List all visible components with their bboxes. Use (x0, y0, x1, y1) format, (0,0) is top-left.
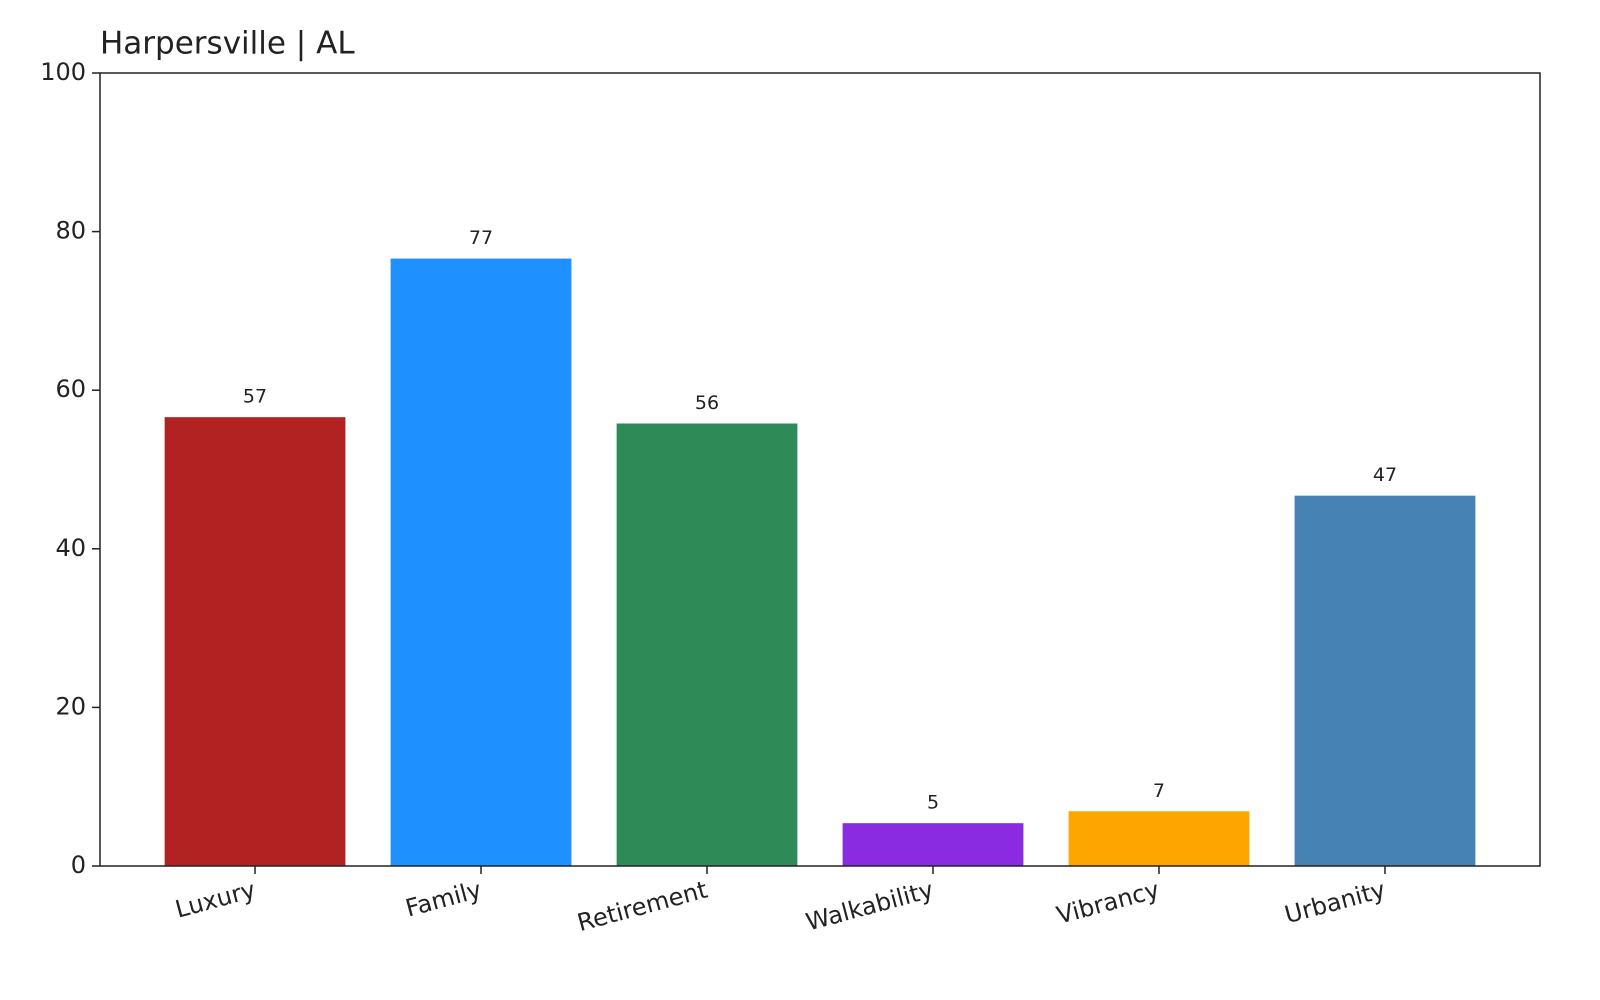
x-tick-label: Retirement (574, 876, 710, 938)
value-label: 57 (243, 386, 267, 408)
value-label: 56 (695, 392, 719, 414)
y-tick-label: 80 (55, 217, 86, 245)
y-tick-label: 40 (55, 534, 86, 562)
x-tick-label: Family (403, 876, 485, 923)
bar (616, 423, 798, 866)
y-tick-label: 0 (71, 851, 86, 879)
y-tick-label: 100 (40, 58, 86, 86)
y-tick-label: 60 (55, 375, 86, 403)
plot-frame (99, 72, 1541, 867)
x-tick-label: Luxury (172, 876, 258, 924)
value-label: 5 (927, 792, 939, 814)
bar (1068, 811, 1250, 866)
value-label: 47 (1373, 464, 1397, 486)
value-label: 7 (1153, 780, 1165, 802)
bar (1294, 495, 1476, 866)
chart-title: Harpersville | AL (100, 26, 355, 62)
x-tick-label: Urbanity (1282, 876, 1389, 930)
bar (164, 417, 346, 866)
bar (390, 258, 572, 866)
bar (842, 823, 1024, 866)
value-label: 77 (469, 227, 493, 249)
y-tick-label: 20 (55, 692, 86, 720)
x-tick-label: Walkability (803, 876, 936, 937)
x-tick-label: Vibrancy (1054, 876, 1163, 930)
